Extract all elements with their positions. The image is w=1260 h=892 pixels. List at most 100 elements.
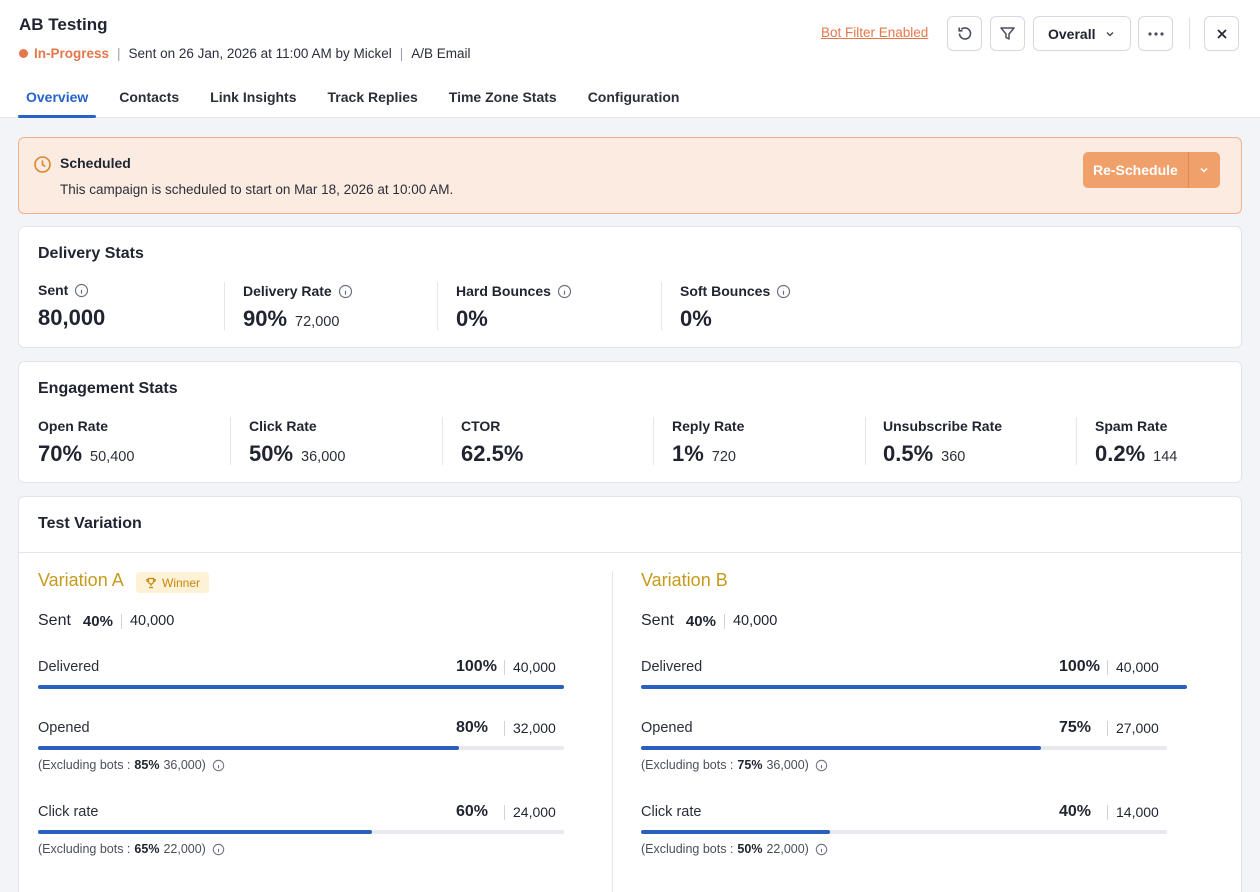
metric-count: 40,000 (513, 659, 556, 675)
more-button[interactable] (1138, 16, 1173, 51)
tab-time-zone-stats[interactable]: Time Zone Stats (448, 89, 557, 105)
metric-separator (1107, 660, 1108, 675)
variation-a-title: Variation A (38, 570, 124, 590)
clock-icon (34, 156, 51, 173)
section-divider (19, 552, 1241, 553)
metric-count: 40,000 (1116, 659, 1159, 675)
tab-link-insights[interactable]: Link Insights (210, 89, 297, 105)
trophy-icon (146, 577, 156, 588)
header-bar: AB Testing In-Progress | Sent on 26 Jan,… (0, 0, 1260, 118)
info-icon[interactable] (212, 759, 225, 772)
sent-count: 40,000 (732, 613, 778, 629)
column-divider (661, 282, 662, 330)
stat-click-rate: Click Rate 50% 36,000 (249, 418, 345, 467)
excluding-bots-note: (Excluding bots : 85% 36,000) (38, 758, 225, 772)
stat-reply-rate: Reply Rate 1% 720 (672, 418, 744, 467)
variation-b-title: Variation B (641, 570, 728, 590)
metric-label: Delivered (641, 659, 703, 675)
stat-value: 90% (243, 306, 288, 331)
metric-separator (504, 805, 505, 820)
close-button[interactable] (1204, 16, 1239, 51)
variation-b-sent: Sent 40% 40,000 (641, 612, 777, 630)
stat-label: Unsubscribe Rate (883, 418, 1003, 434)
stat-value: 80,000 (38, 305, 106, 330)
column-divider (437, 282, 438, 330)
stat-sub: 144 (1153, 449, 1178, 465)
stat-value: 0.2% (1095, 441, 1146, 466)
view-select-value: Overall (1048, 25, 1096, 42)
metric-count: 32,000 (513, 720, 556, 736)
tab-bar: Overview Contacts Link Insights Track Re… (17, 80, 710, 118)
progress-track (38, 685, 564, 689)
excluding-bots-note: (Excluding bots : 75% 36,000) (641, 758, 828, 772)
tab-track-replies[interactable]: Track Replies (327, 89, 418, 105)
sent-separator (723, 613, 725, 629)
stat-sub: 50,400 (90, 449, 135, 465)
delivery-stats-card: Delivery Stats Sent 80,000 Delivery Rate… (18, 226, 1242, 348)
stat-label: Click Rate (249, 418, 317, 434)
metric-separator (1107, 721, 1108, 736)
info-icon[interactable] (212, 843, 225, 856)
stat-delivery-rate: Delivery Rate 90% 72,000 (243, 283, 353, 332)
alert-message: This campaign is scheduled to start on M… (60, 182, 454, 197)
stat-hard-bounces: Hard Bounces 0% (456, 283, 572, 332)
stat-value: 0% (456, 306, 488, 331)
sent-pct: 40% (685, 612, 716, 630)
column-divider (653, 417, 654, 465)
info-icon[interactable] (776, 284, 791, 299)
header-divider (1189, 18, 1190, 49)
info-icon[interactable] (815, 759, 828, 772)
variation-a-sent: Sent 40% 40,000 (38, 612, 174, 630)
stat-label: Soft Bounces (680, 283, 771, 299)
stat-ctor: CTOR 62.5% (461, 418, 531, 467)
engagement-stats-card: Engagement Stats Open Rate 70% 50,400 Cli… (18, 361, 1242, 483)
stat-label: CTOR (461, 418, 501, 434)
filter-button[interactable] (990, 16, 1025, 51)
metric-separator (1107, 805, 1108, 820)
progress-track (641, 830, 1167, 834)
info-icon[interactable] (338, 284, 353, 299)
excl-count: 22,000) (766, 842, 809, 856)
metric-separator (504, 660, 505, 675)
refresh-button[interactable] (947, 16, 982, 51)
sent-separator (120, 613, 122, 629)
email-type: A/B Email (411, 46, 471, 61)
schedule-alert: Scheduled This campaign is scheduled to … (18, 137, 1242, 214)
progress-fill (641, 830, 831, 834)
sent-count: 40,000 (129, 613, 175, 629)
tab-configuration[interactable]: Configuration (587, 89, 680, 105)
view-select[interactable]: Overall (1033, 16, 1131, 51)
progress-track (38, 746, 564, 750)
bot-filter-link[interactable]: Bot Filter Enabled (821, 25, 929, 40)
info-icon[interactable] (74, 283, 89, 298)
progress-fill (641, 746, 1041, 750)
metric-pct: 100% (456, 658, 497, 675)
excl-pct: 50% (737, 842, 763, 856)
metric-pct: 60% (456, 803, 489, 820)
reschedule-split-button: Re-Schedule (1083, 152, 1220, 188)
excluding-bots-note: (Excluding bots : 50% 22,000) (641, 842, 828, 856)
tab-contacts[interactable]: Contacts (119, 89, 180, 105)
chevron-down-icon (1106, 31, 1114, 37)
progress-track (38, 830, 564, 834)
metric-pct: 40% (1059, 803, 1092, 820)
tab-overview[interactable]: Overview (17, 80, 97, 118)
delivery-stats-title: Delivery Stats (38, 245, 144, 262)
info-icon[interactable] (815, 843, 828, 856)
meta-separator: | (399, 46, 404, 61)
stat-value: 0% (680, 306, 712, 331)
column-divider (1076, 417, 1077, 465)
info-icon[interactable] (557, 284, 572, 299)
stat-value: 62.5% (461, 441, 524, 466)
reschedule-button[interactable]: Re-Schedule (1093, 162, 1178, 178)
campaign-meta: In-Progress | Sent on 26 Jan, 2026 at 11… (19, 46, 471, 61)
stat-label: Sent (38, 282, 69, 298)
metric-count: 27,000 (1116, 720, 1159, 736)
excl-count: 36,000) (163, 758, 206, 772)
stat-soft-bounces: Soft Bounces 0% (680, 283, 791, 332)
reschedule-menu-button[interactable] (1187, 152, 1220, 188)
metric-count: 24,000 (513, 804, 556, 820)
refresh-icon (957, 26, 971, 40)
sent-pct: 40% (82, 612, 113, 630)
sent-label: Sent (38, 612, 71, 629)
